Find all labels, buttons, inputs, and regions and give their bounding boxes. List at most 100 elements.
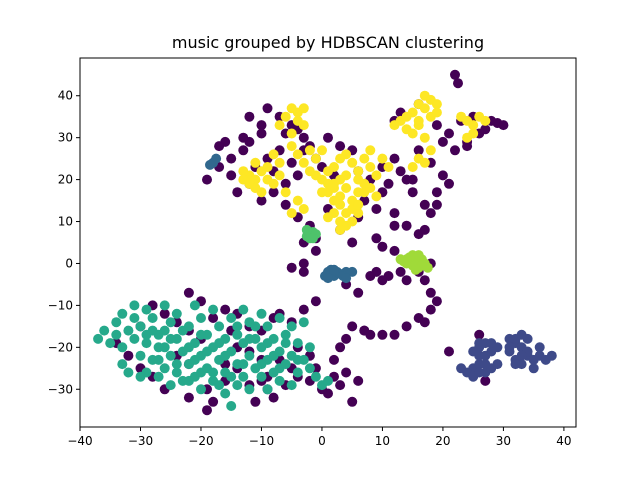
data-point bbox=[528, 363, 539, 374]
data-point bbox=[401, 275, 412, 286]
data-point bbox=[323, 132, 333, 143]
data-point bbox=[480, 350, 491, 361]
data-point bbox=[510, 359, 521, 370]
data-point bbox=[410, 264, 421, 275]
chart-title: music grouped by HDBSCAN clustering bbox=[171, 33, 485, 52]
data-point bbox=[256, 371, 267, 382]
data-point bbox=[171, 367, 182, 378]
data-point bbox=[419, 132, 430, 143]
data-point bbox=[304, 363, 315, 374]
data-point bbox=[298, 132, 309, 143]
data-point bbox=[377, 275, 388, 286]
data-point bbox=[444, 128, 454, 139]
data-point bbox=[244, 333, 255, 344]
data-point bbox=[504, 342, 515, 353]
data-point bbox=[329, 162, 339, 172]
data-point bbox=[353, 208, 364, 219]
data-point bbox=[214, 380, 225, 391]
data-point bbox=[286, 128, 297, 139]
data-point bbox=[310, 153, 321, 164]
data-point bbox=[383, 178, 394, 189]
data-point bbox=[341, 333, 352, 344]
y-tick-label: −20 bbox=[48, 340, 73, 354]
data-point bbox=[395, 166, 406, 177]
data-point bbox=[480, 359, 491, 370]
data-point bbox=[298, 258, 309, 269]
data-point bbox=[159, 308, 170, 319]
data-point bbox=[268, 178, 279, 189]
data-point bbox=[450, 69, 460, 80]
data-point bbox=[280, 111, 291, 122]
data-point bbox=[159, 325, 170, 336]
data-point bbox=[256, 187, 267, 198]
data-point bbox=[250, 157, 261, 168]
data-point bbox=[196, 313, 206, 323]
data-point bbox=[292, 149, 303, 160]
data-point bbox=[226, 371, 237, 382]
data-point bbox=[401, 220, 412, 231]
y-tick-label: 30 bbox=[58, 131, 73, 145]
data-point bbox=[117, 342, 128, 353]
data-point bbox=[444, 178, 454, 189]
data-point bbox=[274, 120, 285, 131]
data-point bbox=[205, 159, 215, 170]
data-point bbox=[389, 120, 400, 131]
data-point bbox=[371, 204, 382, 214]
data-point bbox=[196, 367, 206, 378]
data-point bbox=[268, 187, 279, 198]
data-point bbox=[298, 120, 309, 131]
data-point bbox=[111, 329, 122, 340]
data-point bbox=[298, 266, 309, 277]
data-point bbox=[183, 375, 194, 386]
data-point bbox=[437, 136, 448, 147]
data-point bbox=[486, 338, 497, 349]
y-axis: −30 −20 −10 0 10 20 30 40 bbox=[48, 89, 80, 396]
data-point bbox=[323, 212, 333, 223]
data-point bbox=[256, 120, 267, 131]
data-point bbox=[298, 317, 309, 328]
data-point bbox=[111, 317, 122, 328]
data-point bbox=[256, 359, 267, 370]
data-point bbox=[274, 363, 285, 374]
axes-frame bbox=[79, 57, 577, 428]
data-point bbox=[323, 375, 333, 386]
data-point bbox=[407, 162, 418, 172]
data-point bbox=[425, 145, 436, 156]
data-point bbox=[220, 304, 231, 315]
data-point bbox=[274, 157, 285, 168]
data-point bbox=[286, 208, 297, 219]
data-point bbox=[413, 313, 424, 323]
data-point bbox=[105, 338, 116, 349]
data-point bbox=[341, 273, 352, 284]
y-tick-label: −30 bbox=[48, 382, 73, 396]
data-point bbox=[413, 250, 424, 261]
data-point bbox=[292, 338, 303, 349]
data-point bbox=[407, 187, 418, 198]
data-point bbox=[256, 128, 267, 139]
data-point bbox=[135, 321, 146, 332]
data-point bbox=[238, 174, 249, 185]
y-tick-label: 10 bbox=[58, 215, 73, 229]
data-point bbox=[238, 145, 249, 156]
data-point bbox=[377, 153, 388, 164]
data-point bbox=[522, 333, 533, 344]
data-point bbox=[226, 170, 237, 181]
data-point bbox=[238, 371, 249, 382]
data-point bbox=[335, 199, 346, 210]
data-point bbox=[220, 388, 231, 399]
data-point bbox=[407, 128, 418, 139]
data-point bbox=[431, 107, 442, 118]
data-point bbox=[453, 78, 463, 89]
data-point bbox=[211, 153, 222, 164]
data-point bbox=[165, 317, 176, 328]
data-point bbox=[431, 99, 442, 110]
data-point bbox=[250, 396, 261, 407]
x-tick-label: −30 bbox=[128, 434, 153, 448]
data-point bbox=[244, 384, 255, 395]
data-point bbox=[99, 325, 110, 336]
data-point bbox=[480, 124, 491, 135]
data-point bbox=[268, 149, 279, 160]
data-point bbox=[450, 145, 460, 156]
data-point bbox=[153, 354, 164, 365]
data-point bbox=[129, 300, 140, 311]
